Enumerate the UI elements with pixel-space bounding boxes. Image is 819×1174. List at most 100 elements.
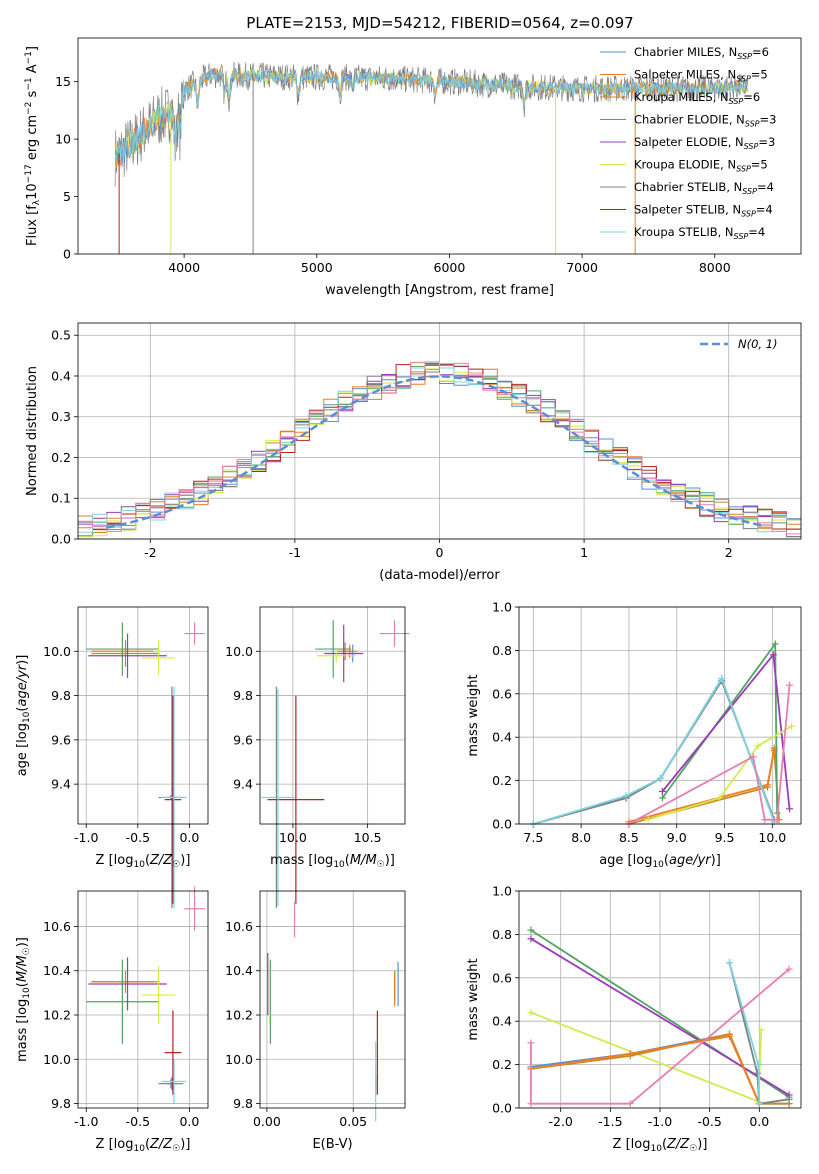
y-tick-label: 10.2	[43, 1008, 71, 1023]
legend-sub: SSP	[744, 142, 759, 151]
label-part: −1	[24, 77, 34, 90]
y-axis-label: mass weight	[466, 674, 481, 756]
label-part: ☉	[172, 860, 180, 870]
y-tick-label: 0.2	[492, 773, 512, 788]
data-point	[86, 959, 159, 1044]
y-tick-label: 9.8	[51, 688, 71, 703]
axes-frame	[518, 890, 802, 1109]
label-part: age [log	[599, 853, 652, 868]
histogram-series	[78, 361, 801, 533]
y-axis-label: Flux [fλ10−17 erg cm−2 s−1 A−1]	[24, 46, 42, 246]
data-point	[166, 1077, 178, 1091]
x-axis-label: age [log10(age/yr)]	[599, 853, 721, 870]
label-part: 10	[133, 1144, 145, 1154]
label-part: )]	[180, 853, 190, 868]
weight-marker	[773, 816, 781, 824]
y-tick-label: 0.6	[492, 686, 512, 701]
y-tick-label: 0.8	[492, 927, 512, 942]
y-tick-label: 1.0	[492, 600, 512, 615]
panel-spectrum: 4000 5000 6000 7000 8000 0 5 10 15 wavelength [An…	[24, 37, 802, 298]
x-tick-label: -1.0	[648, 1114, 672, 1129]
y-tick-label: 15	[55, 74, 71, 89]
y-tick-label: 10.4	[225, 963, 253, 978]
y-tick-label: 9.8	[51, 1096, 71, 1111]
legend-label: Salpeter MILES, NSSP=5	[634, 68, 768, 84]
y-tick-label: 10.0	[225, 1052, 253, 1067]
weight-marker	[527, 1009, 535, 1017]
label-part: )]	[711, 853, 721, 868]
y-tick-label: 9.4	[233, 777, 253, 792]
x-tick-label: 10.0	[758, 830, 786, 845]
legend-nssp: =3	[760, 113, 777, 127]
weight-marker	[771, 640, 779, 648]
weight-marker	[754, 1061, 762, 1069]
legend-name: Salpeter ELODIE, N	[634, 135, 744, 149]
label-part: mass [log	[270, 853, 333, 868]
legend-name: Chabrier ELODIE, N	[634, 113, 745, 127]
x-tick-label: 9.5	[715, 830, 735, 845]
y-axis-label: Normed distribution	[25, 366, 40, 496]
legend: N(0, 1)	[700, 337, 778, 351]
x-tick-label: 0.0	[749, 1114, 769, 1129]
legend-label: Salpeter STELIB, NSSP=4	[634, 203, 773, 219]
label-part: M/M	[350, 853, 377, 868]
x-axis-label: (data-model)/error	[379, 568, 500, 583]
legend-sub: SSP	[736, 75, 751, 84]
plot-area	[267, 902, 399, 1122]
x-tick-label: -1.0	[74, 830, 98, 845]
weight-line	[530, 968, 790, 1105]
plot-area	[86, 886, 205, 1104]
x-tick-label: 0.0	[179, 1114, 199, 1129]
label-part: (	[145, 853, 150, 868]
legend-name: Kroupa STELIB, N	[634, 225, 734, 239]
legend-sub: SSP	[745, 120, 760, 129]
label-part: )]	[385, 853, 395, 868]
weight-marker	[769, 651, 777, 659]
y-tick-label: 10.6	[43, 919, 71, 934]
label-part: s	[25, 90, 40, 101]
y-tick-label: 0.4	[51, 368, 71, 383]
y-tick-label: 9.6	[51, 732, 71, 747]
x-tick-label: -1.0	[74, 1114, 98, 1129]
x-tick-label: 10.0	[279, 830, 307, 845]
weight-marker	[764, 781, 772, 789]
weight-marker	[785, 1095, 793, 1103]
label-part: mass [log	[15, 999, 30, 1062]
weight-marker	[754, 742, 762, 750]
weight-marker	[527, 1039, 535, 1047]
legend-name: Chabrier STELIB, N	[634, 180, 742, 194]
y-tick-label: 10.0	[43, 1052, 71, 1067]
data-point	[88, 633, 167, 678]
axes-frame	[77, 322, 802, 540]
weight-marker	[785, 965, 793, 973]
x-tick-label: 0.0	[179, 830, 199, 845]
label-part: (	[662, 1137, 667, 1152]
weight-marker	[622, 792, 630, 800]
x-tick-label: 2	[725, 545, 733, 560]
axes-frame	[77, 890, 209, 1109]
figure-title: PLATE=2153, MJD=54212, FIBERID=0564, z=0…	[246, 14, 633, 32]
histogram-series	[78, 362, 801, 535]
weight-marker	[726, 959, 734, 967]
label-part: )]	[180, 1137, 190, 1152]
y-axis-label: age [log10(age/yr)]	[15, 655, 32, 777]
data-point	[315, 620, 352, 678]
label-part: E(B-V)	[312, 1137, 352, 1152]
weight-marker	[761, 816, 769, 824]
x-tick-label: 9.0	[667, 830, 687, 845]
label-part: )]	[15, 937, 30, 947]
weight-marker	[626, 1050, 634, 1058]
y-tick-label: 0.0	[51, 532, 71, 547]
weight-marker	[787, 722, 795, 730]
label-part: mass weight	[466, 674, 481, 756]
legend-label: Kroupa MILES, NSSP=6	[634, 90, 760, 106]
data-point	[161, 1059, 187, 1104]
legend-label: Chabrier STELIB, NSSP=4	[634, 180, 774, 196]
x-tick-label: -1	[289, 545, 301, 560]
weight-marker	[626, 1100, 634, 1108]
label-part: Z/Z	[666, 1137, 690, 1152]
panel-weight_vs_Z: -2.0 -1.5 -1.0 -0.5 0.0 0.0 0.2 0.4 0.6 0.8 1.0 Z […	[466, 884, 802, 1154]
label-part: 10	[25, 183, 40, 200]
label-part: )]	[697, 1137, 707, 1152]
